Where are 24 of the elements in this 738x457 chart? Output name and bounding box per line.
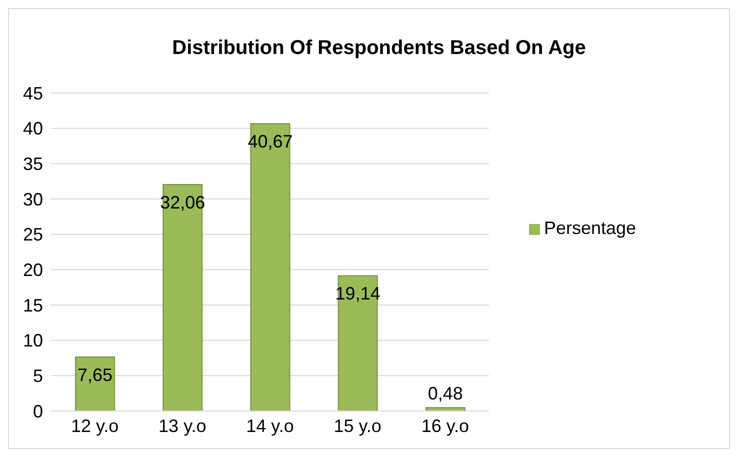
bar xyxy=(250,123,290,411)
x-tick-label: 14 y.o xyxy=(246,416,294,436)
x-tick-label: 16 y.o xyxy=(421,416,470,436)
y-tick-label: 20 xyxy=(22,260,43,280)
y-tick-label: 10 xyxy=(22,330,43,351)
y-tick-label: 5 xyxy=(32,366,43,386)
bar xyxy=(425,407,466,411)
y-tick-label: 25 xyxy=(22,224,43,245)
y-tick-label: 15 xyxy=(22,295,43,316)
bar xyxy=(75,356,116,411)
data-label: 7,65 xyxy=(78,364,113,385)
y-tick-label: 30 xyxy=(22,189,43,210)
x-tick-label: 13 y.o xyxy=(158,416,206,436)
chart-title: Distribution Of Respondents Based On Age xyxy=(171,37,587,60)
bar xyxy=(162,184,203,411)
y-tick-label: 45 xyxy=(22,83,43,104)
legend-label: Persentage xyxy=(544,218,636,238)
y-tick-label: 0 xyxy=(32,401,43,422)
x-tick-label: 12 y.o xyxy=(70,416,119,436)
x-tick-label: 15 y.o xyxy=(334,416,382,436)
data-label: 0,48 xyxy=(428,384,463,404)
y-tick-label: 40 xyxy=(22,118,43,139)
y-tick-label: 35 xyxy=(22,154,43,174)
bar xyxy=(338,275,378,411)
